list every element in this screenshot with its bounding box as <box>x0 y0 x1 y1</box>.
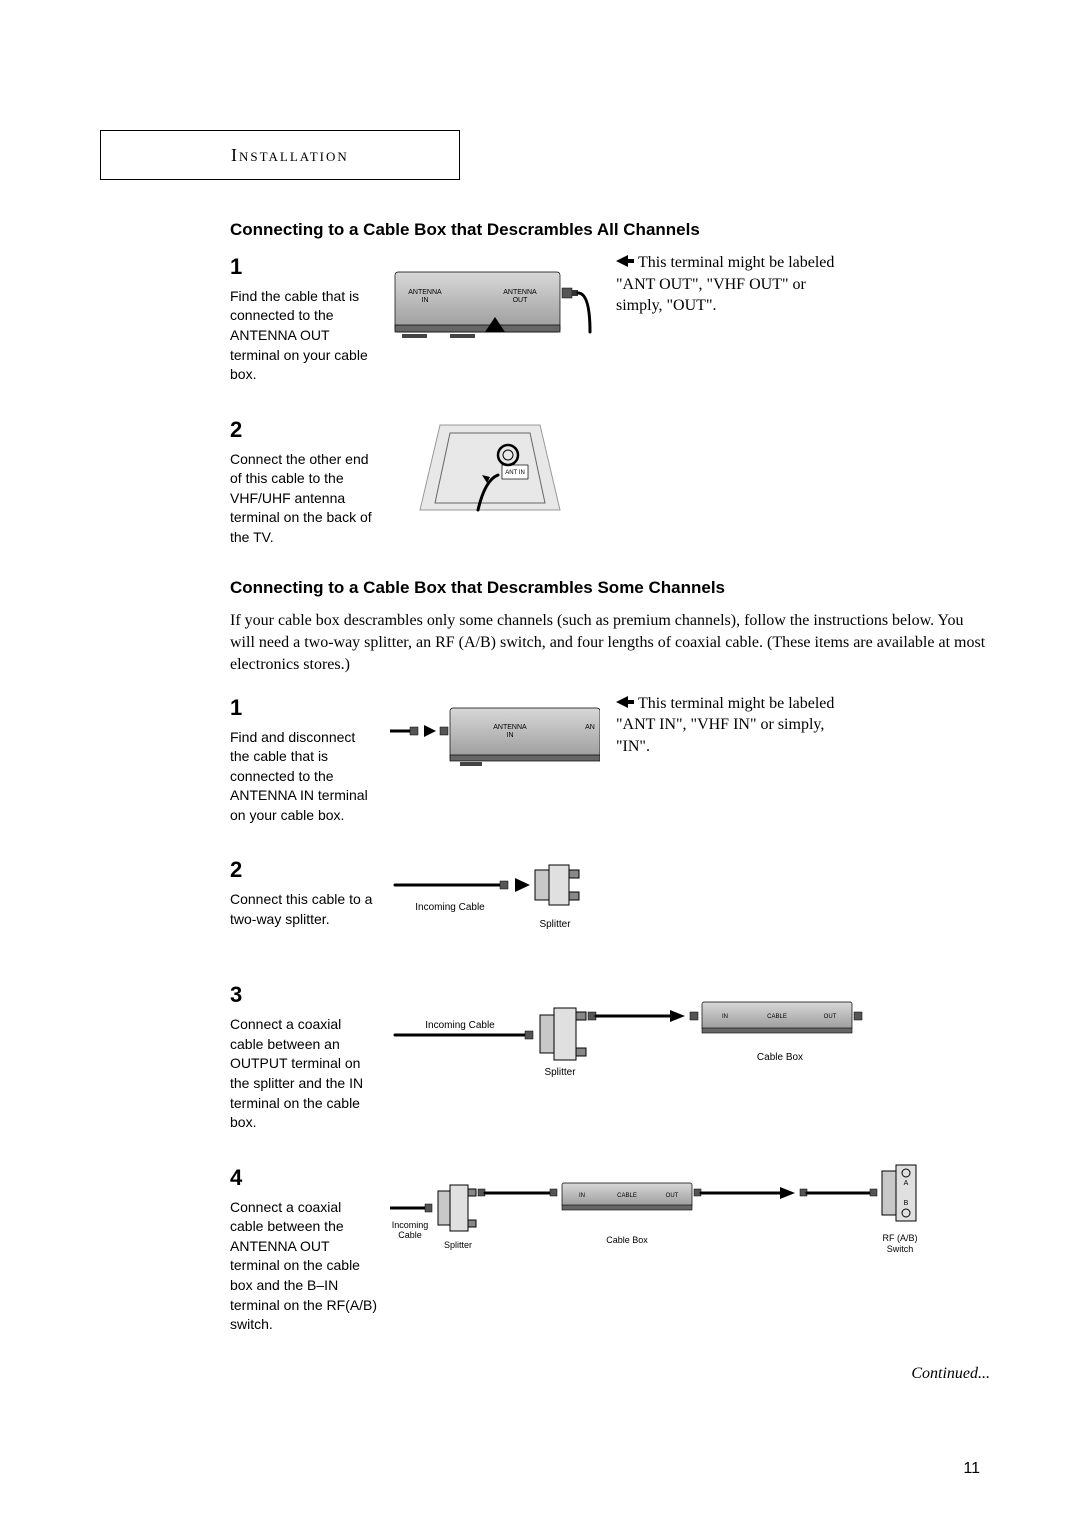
label-antenna-out: ANTENNA <box>503 289 537 296</box>
arrow-left-icon <box>424 725 436 737</box>
s1-step2-text: 2 Connect the other end of this cable to… <box>230 415 390 548</box>
s2-step3-body: Connect a coaxial cable between an OUTPU… <box>230 1015 378 1133</box>
s2-step1-row: 1 Find and disconnect the cable that is … <box>230 693 990 826</box>
section-header: Installation <box>231 145 349 166</box>
s2-step4-row: 4 Connect a coaxial cable between the AN… <box>230 1163 990 1335</box>
s1-step1-diagram: ANTENNA IN ANTENNA OUT <box>390 252 600 385</box>
label-ant-out-p: AN <box>585 724 595 731</box>
label-incoming-s4a: Incoming <box>392 1220 429 1230</box>
label-rfab2: Switch <box>887 1244 914 1254</box>
s2-step2-row: 2 Connect this cable to a two-way splitt… <box>230 855 990 950</box>
label-a: A <box>904 1180 909 1187</box>
label-splitter: Splitter <box>544 1067 576 1078</box>
s2-step4-text: 4 Connect a coaxial cable between the AN… <box>230 1163 390 1335</box>
arrow-icon <box>780 1187 795 1199</box>
label-incoming: Incoming Cable <box>425 1020 495 1031</box>
s2-step1-diagram: ANTENNA IN AN <box>390 693 600 826</box>
s1-step1-num: 1 <box>230 252 378 283</box>
label-antenna-out2: OUT <box>513 297 529 304</box>
s2-step4-diagram: Incoming Cable Splitter IN CABLE OUT Cab… <box>390 1163 980 1335</box>
label-incoming: Incoming Cable <box>415 902 485 913</box>
label-out: OUT <box>666 1193 679 1199</box>
label-b: B <box>904 1200 909 1207</box>
label-in: IN <box>579 1193 585 1199</box>
label-ant-in: ANT IN <box>505 470 525 476</box>
section1-title: Connecting to a Cable Box that Descrambl… <box>230 220 990 240</box>
s2-step1-num: 1 <box>230 693 378 724</box>
s2-step3-row: 3 Connect a coaxial cable between an OUT… <box>230 980 990 1132</box>
s2-step3-num: 3 <box>230 980 378 1011</box>
s1-step1-body: Find the cable that is connected to the … <box>230 287 378 385</box>
s2-step3-diagram: Incoming Cable Splitter IN CABLE OUT <box>390 980 950 1132</box>
label-ant-in: ANTENNA <box>493 724 527 731</box>
label-antenna-in2: IN <box>422 297 429 304</box>
s1-step2-body: Connect the other end of this cable to t… <box>230 450 378 548</box>
s1-note: This terminal might be labeled "ANT OUT"… <box>616 252 856 385</box>
arrow-icon <box>670 1010 685 1022</box>
label-cablebox: Cable Box <box>606 1235 648 1245</box>
label-rfab1: RF (A/B) <box>883 1233 918 1243</box>
s2-step3-text: 3 Connect a coaxial cable between an OUT… <box>230 980 390 1132</box>
label-ant-in2: IN <box>507 732 514 739</box>
page-number: 11 <box>963 1460 980 1478</box>
s2-step2-body: Connect this cable to a two-way splitter… <box>230 890 378 929</box>
s2-step1-body: Find and disconnect the cable that is co… <box>230 728 378 826</box>
continued-text: Continued... <box>230 1365 990 1383</box>
note-arrow-icon <box>616 693 634 715</box>
s2-step4-num: 4 <box>230 1163 378 1194</box>
label-in: IN <box>722 1014 728 1020</box>
section-header-box: Installation <box>100 130 460 180</box>
s2-step1-text: 1 Find and disconnect the cable that is … <box>230 693 390 826</box>
s1-step2-diagram: ANT IN <box>390 415 600 548</box>
note-arrow-icon <box>616 252 634 274</box>
section2-title: Connecting to a Cable Box that Descrambl… <box>230 578 990 598</box>
label-out: OUT <box>824 1014 837 1020</box>
s2-step2-num: 2 <box>230 855 378 886</box>
label-cablebox: Cable Box <box>757 1052 803 1063</box>
s1-step1-text: 1 Find the cable that is connected to th… <box>230 252 390 385</box>
s2-step2-diagram: Incoming Cable Splitter <box>390 855 600 950</box>
page-content: Connecting to a Cable Box that Descrambl… <box>230 220 990 1383</box>
label-splitter: Splitter <box>539 919 571 930</box>
s2-note: This terminal might be labeled "ANT IN",… <box>616 693 856 826</box>
s2-step2-text: 2 Connect this cable to a two-way splitt… <box>230 855 390 950</box>
section2-intro: If your cable box descrambles only some … <box>230 610 990 677</box>
s1-step2-num: 2 <box>230 415 378 446</box>
label-splitter: Splitter <box>444 1240 472 1250</box>
s1-step2-row: 2 Connect the other end of this cable to… <box>230 415 990 548</box>
s2-note-text: This terminal might be labeled "ANT IN",… <box>616 695 834 755</box>
s1-note-text: This terminal might be labeled "ANT OUT"… <box>616 254 834 314</box>
label-incoming-s4b: Cable <box>398 1230 422 1240</box>
s2-step4-body: Connect a coaxial cable between the ANTE… <box>230 1198 378 1335</box>
label-antenna-in: ANTENNA <box>408 289 442 296</box>
s1-step1-row: 1 Find the cable that is connected to th… <box>230 252 990 385</box>
label-cable: CABLE <box>767 1014 787 1020</box>
label-cable: CABLE <box>617 1193 637 1199</box>
arrow-icon <box>515 878 530 892</box>
